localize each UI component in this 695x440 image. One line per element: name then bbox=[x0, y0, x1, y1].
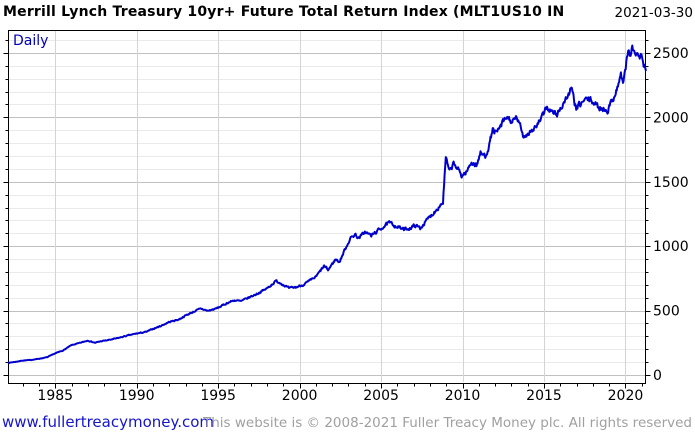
copyright-text: This website is © 2008-2021 Fuller Treac… bbox=[203, 415, 692, 431]
y-axis-tick-label: 2500 bbox=[653, 46, 689, 62]
y-axis-tick-label: 500 bbox=[653, 304, 680, 320]
x-axis-tick-label: 1995 bbox=[200, 388, 236, 404]
chart-header: Merrill Lynch Treasury 10yr+ Future Tota… bbox=[0, 0, 695, 28]
x-axis-tick-label: 1985 bbox=[37, 388, 73, 404]
y-axis-tick-label: 1500 bbox=[653, 175, 689, 191]
y-axis-tick-label: 2000 bbox=[653, 110, 689, 126]
x-axis-tick-label: 1990 bbox=[119, 388, 155, 404]
x-axis-tick-label: 2010 bbox=[445, 388, 481, 404]
chart-date: 2021-03-30 bbox=[614, 5, 693, 21]
period-label: Daily bbox=[13, 33, 49, 49]
x-axis-tick-label: 2005 bbox=[363, 388, 399, 404]
price-chart-plot-area[interactable]: 0 500 1000 1500 2000 2500 1985 1990 1995 2000 2005… bbox=[0, 0, 695, 410]
x-axis-tick-label: 2015 bbox=[526, 388, 562, 404]
x-axis-tick-label: 2000 bbox=[282, 388, 318, 404]
index-price-line bbox=[7, 44, 647, 364]
y-axis-tick-label: 1000 bbox=[653, 239, 689, 255]
footer-bar: www.fullertreacymoney.com This website i… bbox=[0, 405, 695, 440]
y-axis-tick-label: 0 bbox=[653, 368, 662, 384]
website-link[interactable]: www.fullertreacymoney.com bbox=[2, 413, 215, 431]
chart-title: Merrill Lynch Treasury 10yr+ Future Tota… bbox=[3, 4, 565, 20]
x-axis-tick-label: 2020 bbox=[608, 388, 644, 404]
